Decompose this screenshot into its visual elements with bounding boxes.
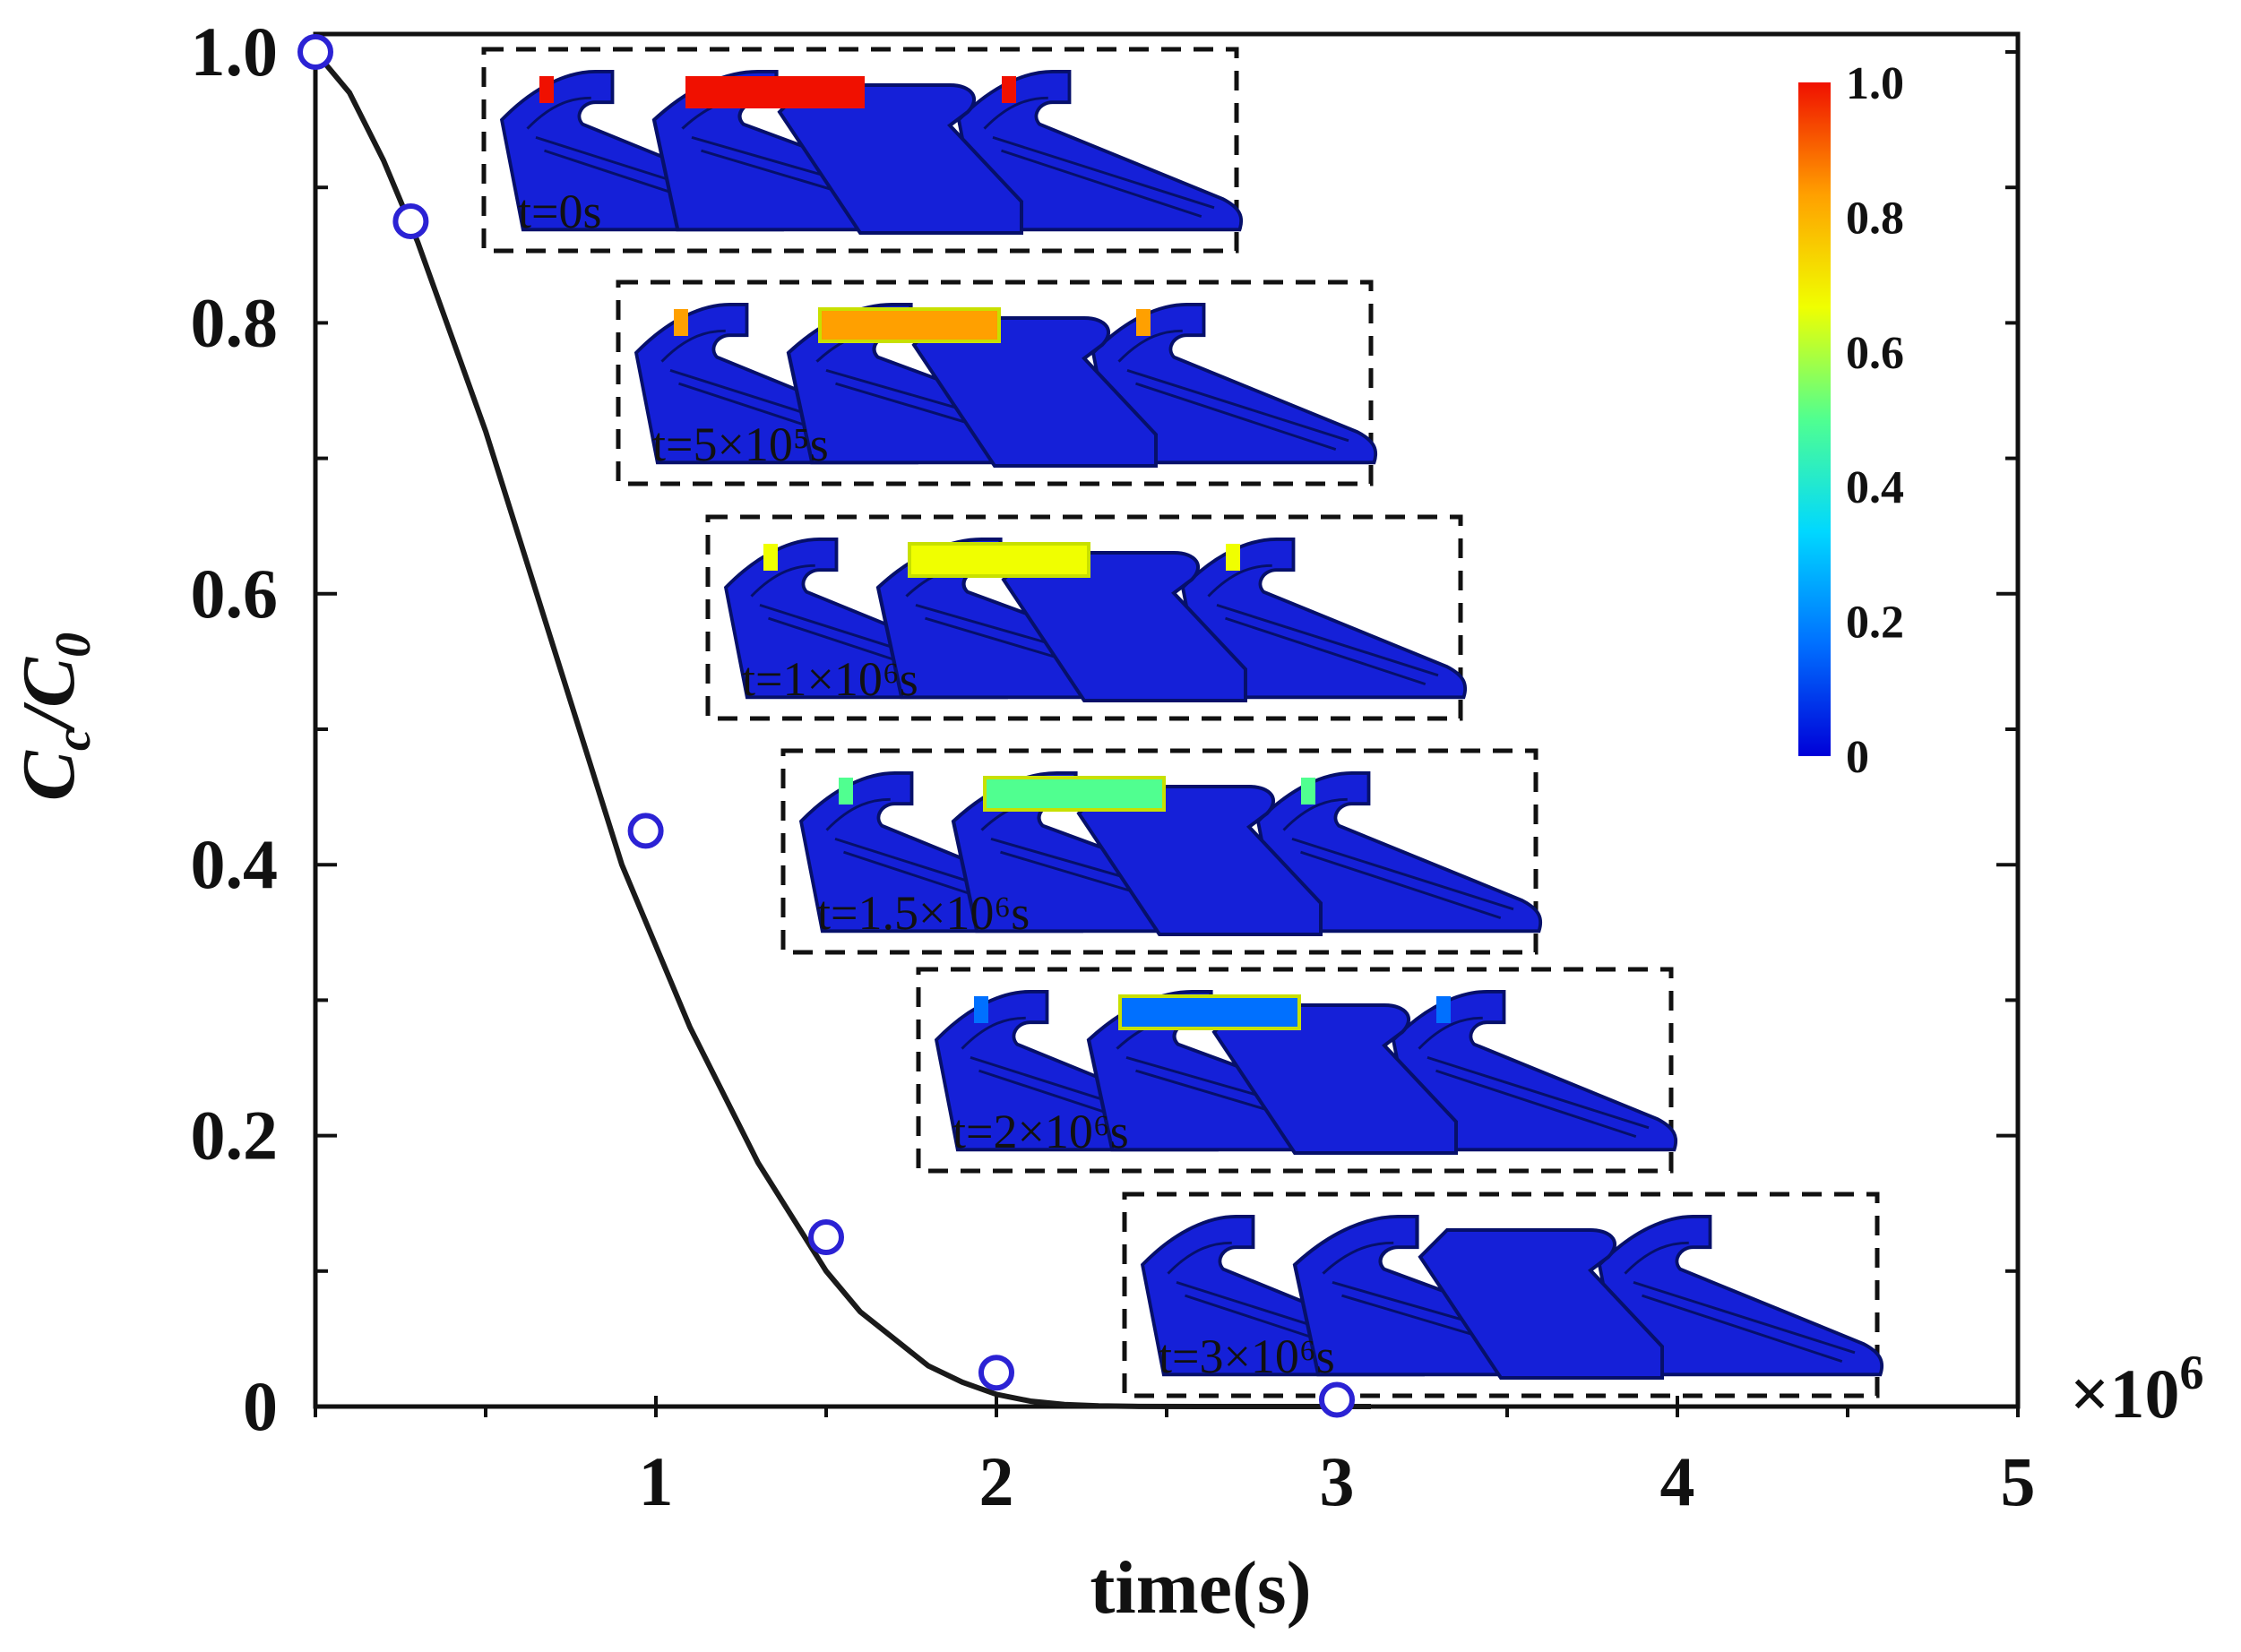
concentration-patch [974,996,988,1023]
inset-frame [616,280,1374,486]
x-tick-label: 4 [1660,1442,1695,1520]
y-axis-ticks [315,50,2018,1408]
concentration-patch [1118,994,1301,1030]
colorbar-tick-label: 0.2 [1846,598,1904,649]
concentration-patch [674,309,688,336]
channel-body [777,83,1023,235]
y-axis-title: Cc/C0 [7,632,101,801]
concentration-patch [1226,544,1240,571]
inset: t=1×10⁶s [705,514,1468,721]
data-point [392,203,429,239]
concentration-patch [908,542,1090,578]
inset-frame [1122,1192,1880,1398]
inset-frame [705,514,1463,721]
x-tick-label: 5 [2001,1442,2036,1520]
colorbar-tick-label: 1.0 [1846,58,1904,109]
channel-body [911,316,1158,468]
data-point [978,1355,1014,1391]
y-tick-label: 0.6 [191,555,279,632]
concentration-patch [1002,76,1016,103]
channel-body [1001,551,1247,702]
series-markers [297,34,1355,1418]
data-point [808,1219,844,1255]
concentration-patch [818,307,1001,343]
x-axis-title: time(s) [1090,1546,1311,1630]
inset-label: t=2×10⁶s [952,1105,1129,1158]
inset: t=3×10⁶s [1122,1192,1884,1398]
x-tick-label: 2 [979,1442,1014,1520]
inset: t=2×10⁶s [916,967,1678,1174]
inset-frame [780,748,1539,955]
plot-frame [313,31,2021,1409]
y-tick-label: 0.4 [191,825,279,903]
colorbar-tick-label: 0.4 [1846,462,1904,513]
inset-label: t=1.5×10⁶s [817,886,1030,940]
y-tick-label: 1.0 [191,13,279,90]
colorbar-labels: 0 0.2 0.4 0.6 0.8 1.0 [1846,58,1904,783]
concentration-patch [685,76,865,108]
concentration-patch [1136,309,1151,336]
inset-frame [481,47,1239,254]
data-point [297,34,333,70]
x-multiplier: ×106 [2070,1346,2203,1433]
y-tick-label: 0.8 [191,283,279,361]
inset-label: t=3×10⁶s [1159,1329,1335,1383]
y-tick-label: 0 [243,1367,278,1445]
colorbar-tick-label: 0 [1846,732,1869,783]
series-curve [313,50,1371,1409]
inset-label: t=0s [518,185,601,238]
channel-body [1211,1003,1458,1155]
inset-label: t=5×10⁵s [652,417,829,471]
x-tick-label: 3 [1320,1442,1355,1520]
inset: t=5×10⁵s [616,280,1378,486]
data-point [1319,1381,1355,1418]
concentration-patch [1436,996,1451,1023]
channel-body [1076,785,1323,936]
inset-frame [916,967,1674,1174]
inset: t=1.5×10⁶s [780,748,1543,955]
concentration-patch [539,76,554,103]
concentration-patch [1301,778,1315,804]
y-tick-label: 0.2 [191,1097,279,1174]
inset: t=0s [481,47,1244,254]
colorbar-bar [1798,82,1831,756]
colorbar-tick-label: 0.8 [1846,193,1904,244]
concentration-patch [763,544,778,571]
channel-body [1418,1228,1664,1380]
concentration-patch [839,778,853,804]
data-point [627,813,664,849]
colorbar-tick-label: 0.6 [1846,328,1904,379]
x-tick-labels: 1 2 3 4 5 [639,1442,2036,1520]
x-tick-label: 1 [639,1442,674,1520]
inset-label: t=1×10⁶s [742,652,918,706]
colorbar: 0 0.2 0.4 0.6 0.8 1.0 [1798,58,1904,783]
insets: t=0s t=5×10⁵s t=1×10⁶s t=1.5×10⁶s t=2×10⁶s t=… [481,47,1884,1398]
concentration-patch [983,776,1166,812]
y-tick-labels: 0 0.2 0.4 0.6 0.8 1.0 [191,13,279,1445]
